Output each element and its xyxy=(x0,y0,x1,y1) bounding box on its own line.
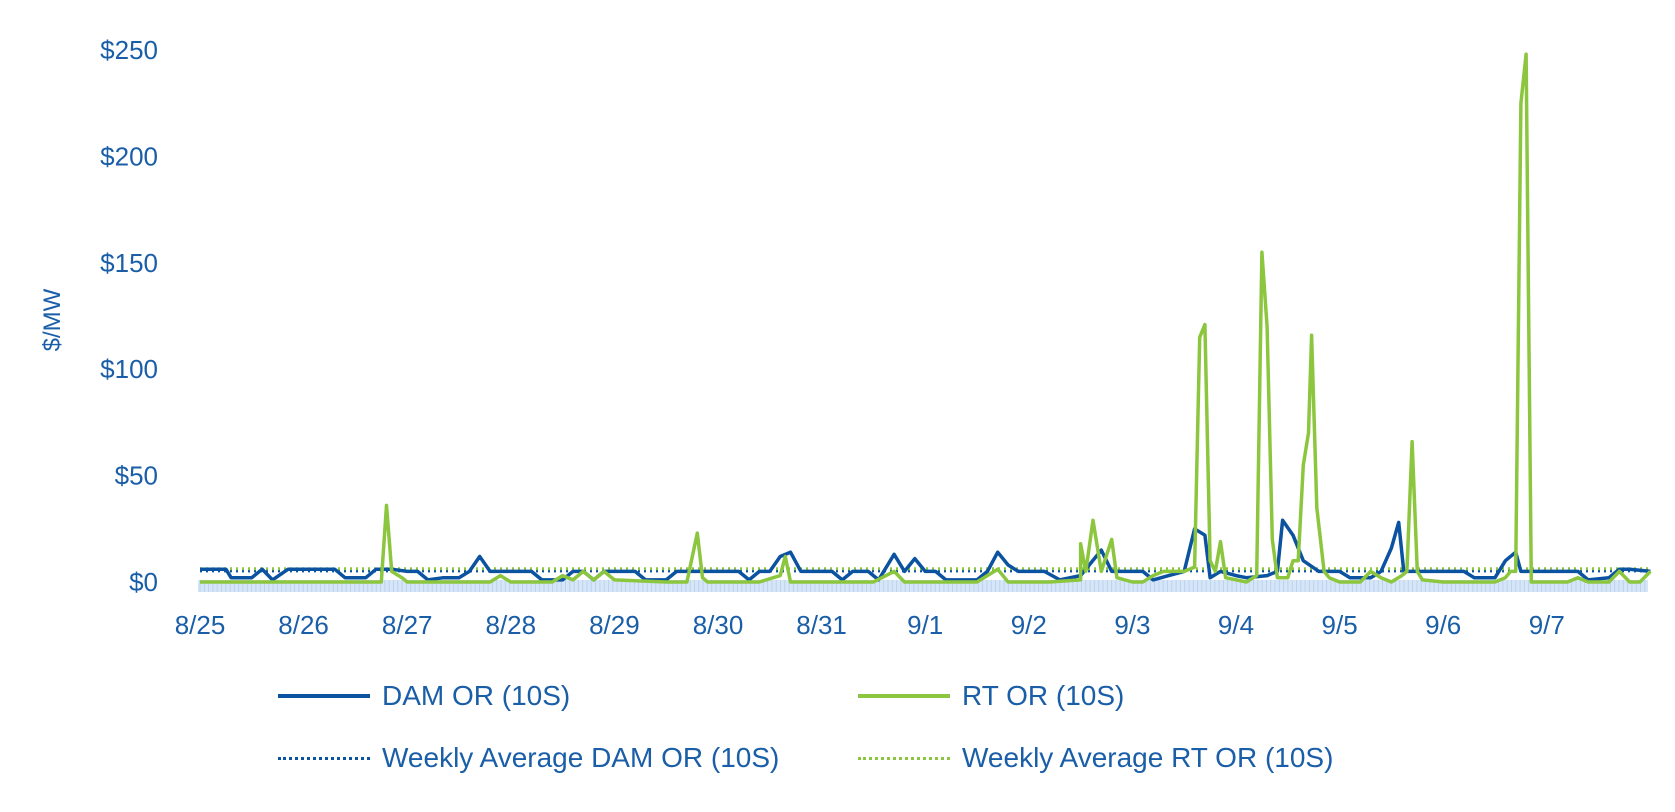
legend-swatch-rt xyxy=(858,694,950,698)
legend-swatch-weekly-rt xyxy=(858,756,950,760)
legend-swatch-weekly-dam xyxy=(278,756,370,760)
y-tick-label: $50 xyxy=(115,461,158,491)
x-tick-label: 8/25 xyxy=(175,610,226,640)
series-line-rt-or-10s xyxy=(200,52,1652,584)
x-tick-label: 8/30 xyxy=(693,610,744,640)
legend-item-dam: DAM OR (10S) xyxy=(278,680,570,712)
series-layer xyxy=(200,52,1652,584)
y-tick-label: $0 xyxy=(129,567,158,597)
x-tick-label: 8/29 xyxy=(589,610,640,640)
legend-item-weekly-dam: Weekly Average DAM OR (10S) xyxy=(278,742,779,774)
legend-label-weekly-rt: Weekly Average RT OR (10S) xyxy=(962,742,1334,773)
x-tick-label: 8/28 xyxy=(485,610,536,640)
y-tick-labels: $0 $50 $100 $150 $200 $250 xyxy=(100,35,158,597)
legend-label-rt: RT OR (10S) xyxy=(962,680,1125,711)
legend-label-weekly-dam: Weekly Average DAM OR (10S) xyxy=(382,742,780,773)
x-tick-label: 8/31 xyxy=(796,610,847,640)
x-tick-label: 9/5 xyxy=(1322,610,1358,640)
y-tick-label: $100 xyxy=(100,354,158,384)
x-tick-label: 9/4 xyxy=(1218,610,1254,640)
legend-item-rt: RT OR (10S) xyxy=(858,680,1124,712)
x-tick-label: 9/2 xyxy=(1011,610,1047,640)
x-tick-label: 8/27 xyxy=(382,610,433,640)
x-tick-label: 8/26 xyxy=(278,610,329,640)
x-tick-label: 9/7 xyxy=(1529,610,1565,640)
x-tick-labels: 8/25 8/26 8/27 8/28 8/29 8/30 8/31 9/1 9/2 9/3 9/4… xyxy=(175,610,1565,640)
y-tick-label: $250 xyxy=(100,35,158,65)
x-axis-band-fill xyxy=(198,580,1648,592)
x-tick-label: 9/6 xyxy=(1425,610,1461,640)
y-axis-label: $/MW xyxy=(39,288,66,351)
x-tick-label: 9/1 xyxy=(907,610,943,640)
series-line-dam-or-10s xyxy=(200,518,1651,582)
legend-label-dam: DAM OR (10S) xyxy=(382,680,571,711)
y-tick-label: $150 xyxy=(100,248,158,278)
legend-swatch-dam xyxy=(278,694,370,698)
legend-item-weekly-rt: Weekly Average RT OR (10S) xyxy=(858,742,1333,774)
y-tick-label: $200 xyxy=(100,141,158,171)
x-tick-label: 9/3 xyxy=(1114,610,1150,640)
